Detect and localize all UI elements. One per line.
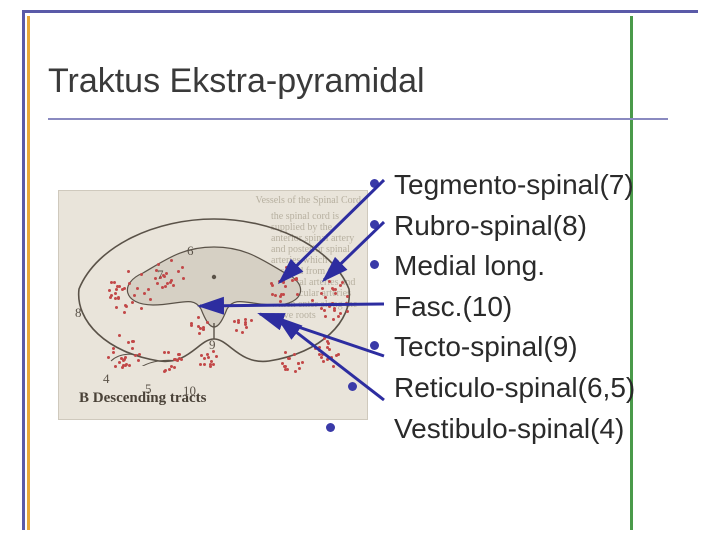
bullet-icon xyxy=(370,260,379,269)
slide-title: Traktus Ekstra-pyramidal xyxy=(48,62,425,101)
frame-left-orange xyxy=(27,16,30,530)
tract-list: Tegmento-spinal(7) Rubro-spinal(8) Medial… xyxy=(368,165,635,449)
bullet-icon xyxy=(370,179,379,188)
list-item-label: Vestibulo-spinal(4) xyxy=(394,413,624,444)
frame-top xyxy=(22,10,698,13)
figure-caption: B Descending tracts xyxy=(79,390,207,407)
figure-label-6: 6 xyxy=(187,243,194,259)
bullet-icon xyxy=(370,341,379,350)
figure-label-4: 4 xyxy=(103,371,110,387)
bullet-icon xyxy=(326,423,335,432)
list-item-label: Medial long. xyxy=(394,250,545,281)
list-item-label: Tecto-spinal(9) xyxy=(394,331,578,362)
list-item-label: Rubro-spinal(8) xyxy=(394,210,587,241)
slide: Traktus Ekstra-pyramidal Vessels of the … xyxy=(0,0,720,540)
list-item: Fasc.(10) xyxy=(368,287,635,328)
list-item-label: Reticulo-spinal(6,5) xyxy=(394,372,635,403)
list-item: Rubro-spinal(8) xyxy=(368,206,635,247)
bullet-icon xyxy=(348,382,357,391)
list-item: Vestibulo-spinal(4) xyxy=(368,409,635,450)
anatomy-figure: Vessels of the Spinal Cord the spinal co… xyxy=(58,190,368,420)
list-item-label: Tegmento-spinal(7) xyxy=(394,169,634,200)
figure-label-9: 9 xyxy=(209,337,216,353)
frame-left-purple xyxy=(22,10,25,530)
list-item: Medial long. xyxy=(368,246,635,287)
figure-label-8: 8 xyxy=(75,305,82,321)
list-item: Reticulo-spinal(6,5) xyxy=(368,368,635,409)
list-item-label: Fasc.(10) xyxy=(394,291,512,322)
list-item: Tegmento-spinal(7) xyxy=(368,165,635,206)
bullet-icon xyxy=(370,220,379,229)
title-rule xyxy=(48,118,668,120)
figure-label-7: 7 xyxy=(157,267,164,283)
figure-bg-text-top: Vessels of the Spinal Cord xyxy=(221,195,361,206)
list-item: Tecto-spinal(9) xyxy=(368,327,635,368)
